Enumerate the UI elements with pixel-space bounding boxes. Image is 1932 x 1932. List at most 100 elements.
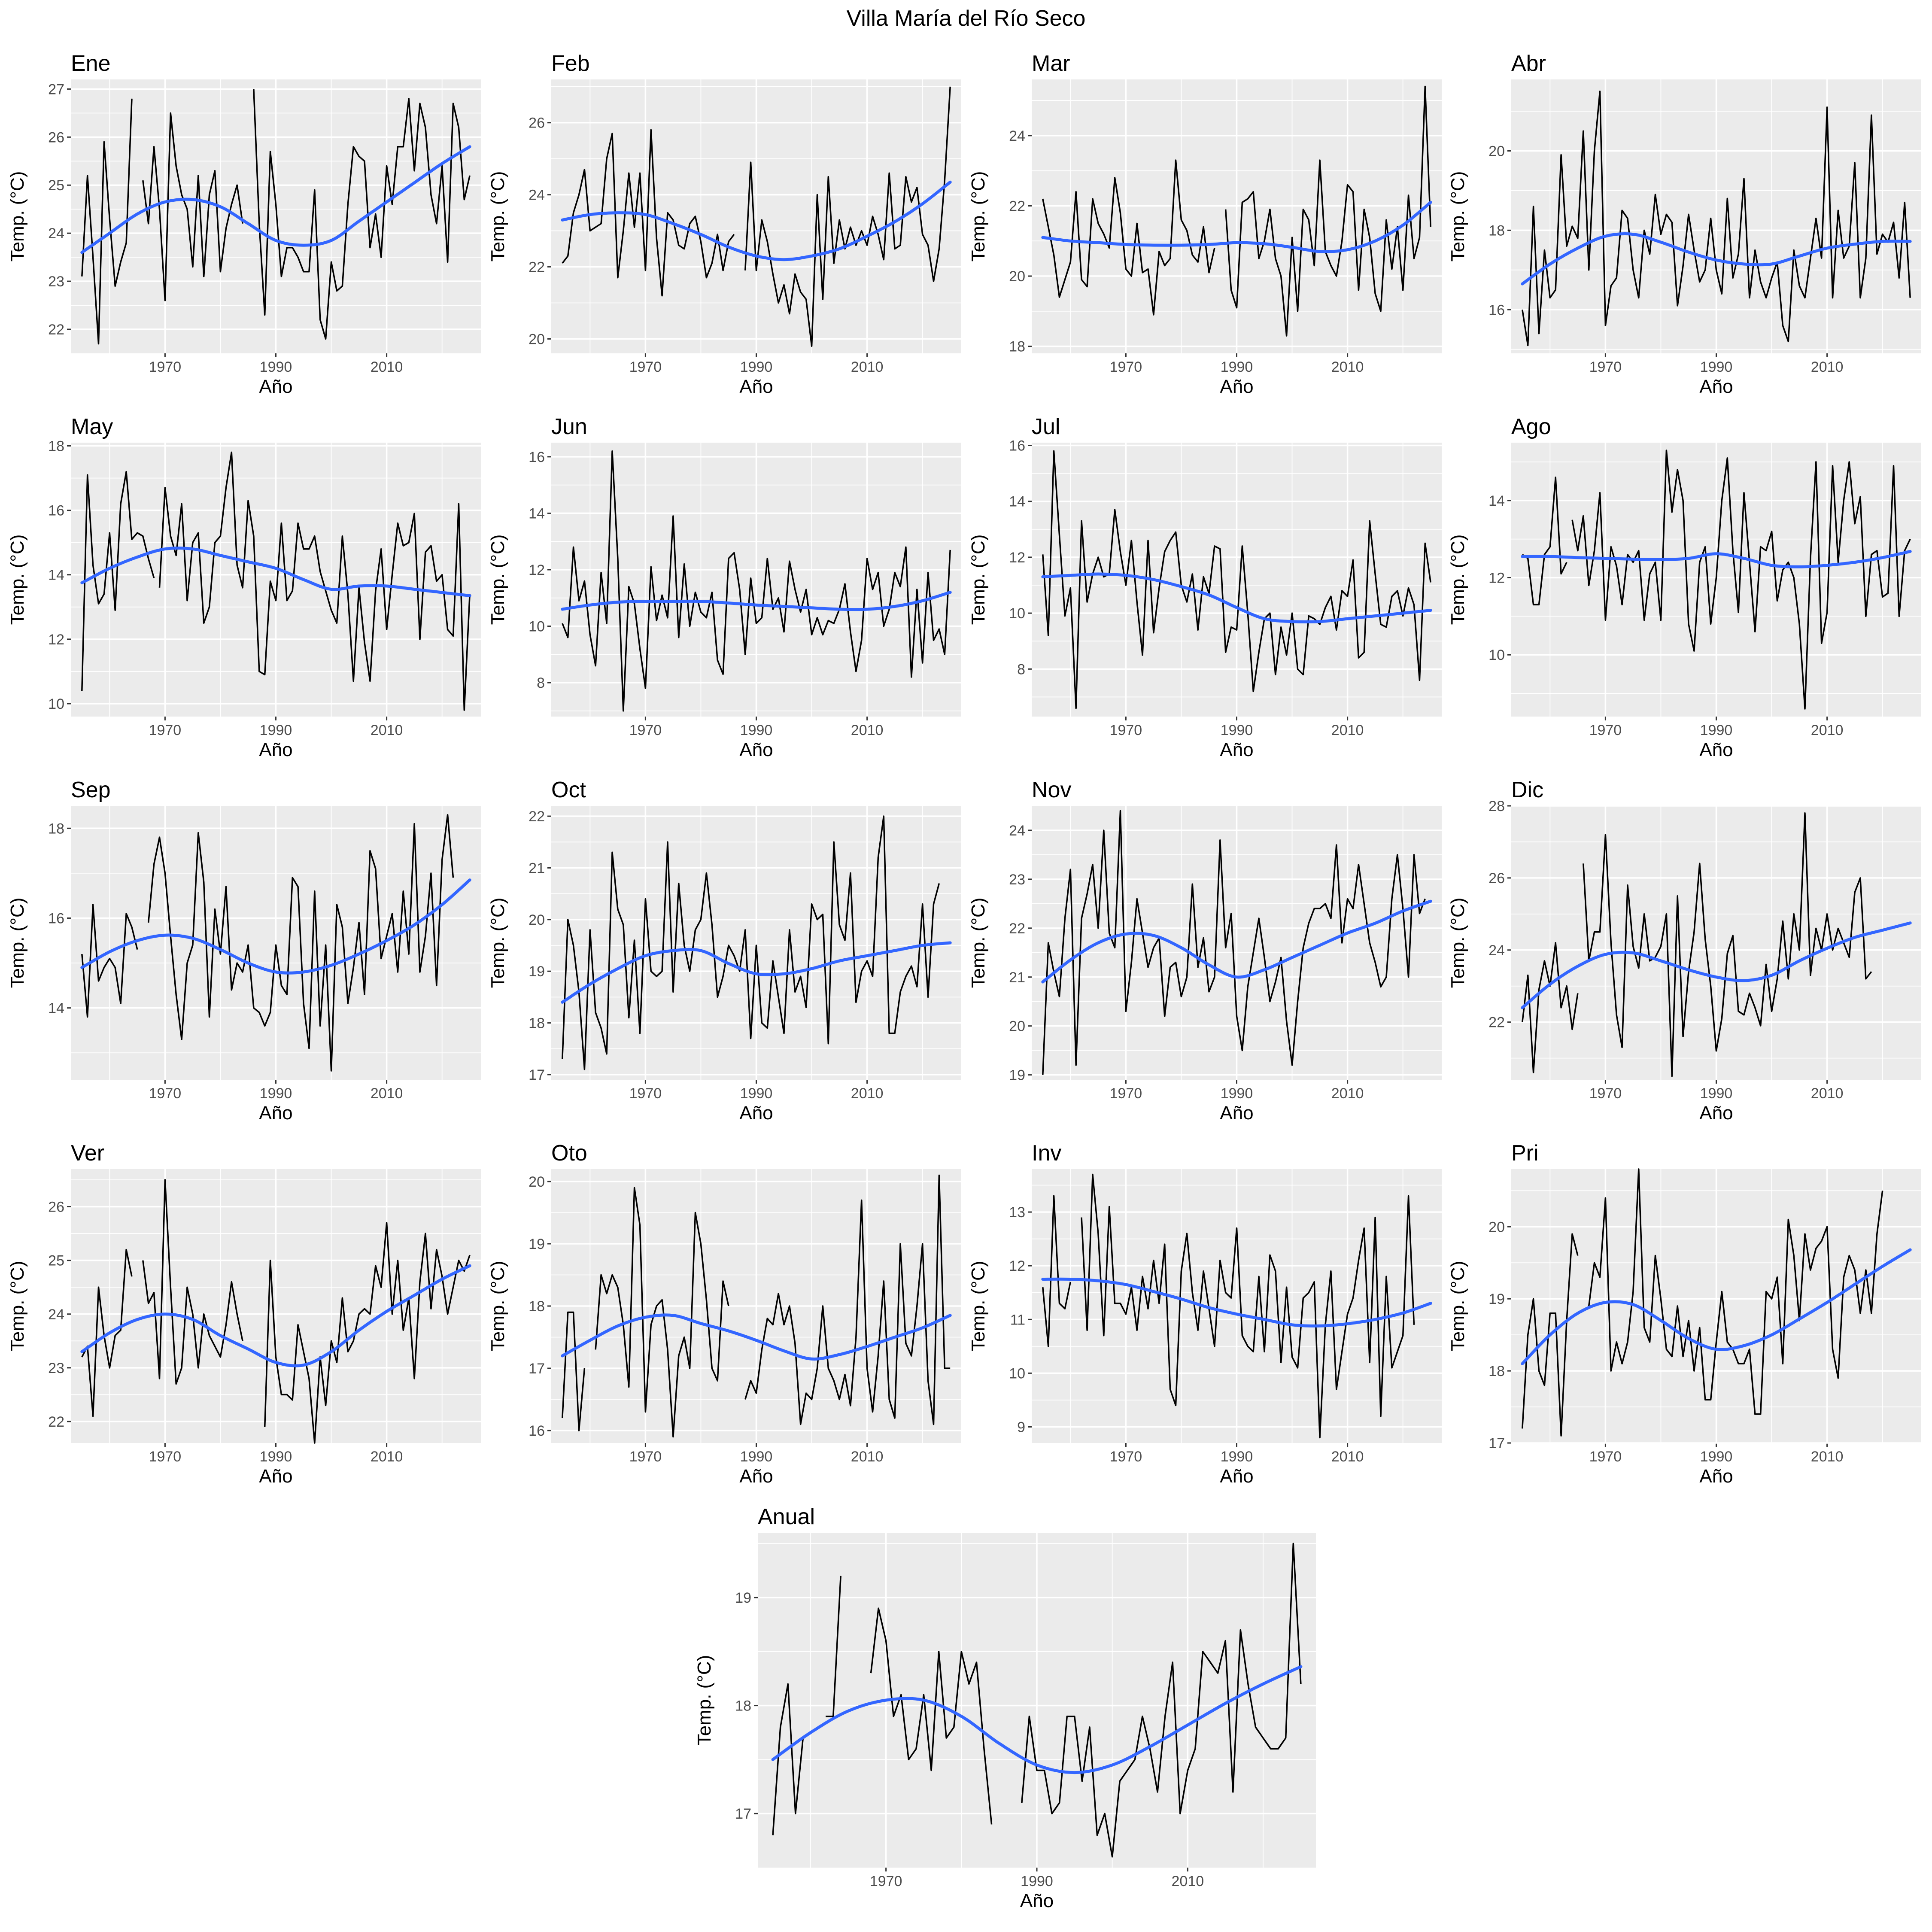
x-tick-label: 1970 bbox=[1110, 359, 1142, 375]
trend-smooth-line bbox=[771, 1665, 1303, 1774]
y-tick-label: 14 bbox=[529, 505, 545, 522]
y-tick-label: 20 bbox=[1488, 143, 1505, 159]
trend-smooth-line bbox=[1041, 899, 1432, 984]
y-tick-label: 16 bbox=[48, 910, 64, 927]
x-tick-label: 1970 bbox=[629, 359, 662, 375]
x-tick-label: 1990 bbox=[1700, 1085, 1733, 1102]
y-tick-label: 21 bbox=[529, 860, 545, 876]
observed-temperature-line bbox=[1588, 1168, 1883, 1415]
panel-title: Ver bbox=[71, 1141, 104, 1166]
panel-anual: 1970 1990 2010 17 18 19 Anual Año Temp. (°C) bbox=[694, 1504, 1316, 1911]
y-tick-label: 8 bbox=[537, 675, 545, 691]
y-tick-label: 26 bbox=[1488, 870, 1505, 887]
x-tick-label: 1990 bbox=[260, 1449, 292, 1465]
observed-temperature-line bbox=[1042, 1195, 1072, 1347]
trend-smooth-line bbox=[1521, 232, 1912, 286]
y-axis-title: Temp. (°C) bbox=[694, 1655, 715, 1746]
observed-temperature-line bbox=[595, 1187, 729, 1438]
x-tick-label: 2010 bbox=[851, 1085, 884, 1102]
panel-oto: 1970 1990 2010 16 17 18 19 20 Oto Año Temp. (°C) bbox=[487, 1141, 961, 1487]
x-axis-title: Año bbox=[1220, 1103, 1253, 1124]
x-tick-label: 1970 bbox=[1589, 722, 1622, 738]
x-axis-title: Año bbox=[259, 1103, 292, 1124]
trend-smooth-line bbox=[561, 1313, 952, 1361]
panel-title: Jul bbox=[1032, 414, 1060, 439]
x-tick-label: 1990 bbox=[740, 722, 773, 738]
panel-mar: 1970 1990 2010 18 20 22 24 Mar Año Temp. (°C) bbox=[968, 51, 1442, 397]
y-tick-label: 18 bbox=[735, 1698, 751, 1714]
y-tick-label: 24 bbox=[529, 187, 545, 204]
y-tick-label: 16 bbox=[529, 449, 545, 465]
panel-feb: 1970 1990 2010 20 22 24 26 Feb Año Temp. (°C) bbox=[487, 51, 961, 397]
y-tick-label: 17 bbox=[735, 1806, 751, 1822]
observed-temperature-line bbox=[1021, 1543, 1302, 1858]
x-tick-label: 1970 bbox=[149, 1449, 182, 1465]
x-axis-title: Año bbox=[739, 739, 773, 760]
y-axis-title: Temp. (°C) bbox=[1447, 171, 1468, 262]
observed-temperature-line bbox=[562, 815, 940, 1070]
panel-title: Anual bbox=[758, 1504, 815, 1529]
y-tick-label: 24 bbox=[1009, 128, 1025, 144]
x-tick-label: 1990 bbox=[1700, 1449, 1733, 1465]
y-tick-label: 17 bbox=[529, 1361, 545, 1377]
x-tick-label: 1970 bbox=[870, 1873, 902, 1889]
observed-temperature-line bbox=[826, 1576, 841, 1717]
y-tick-label: 18 bbox=[1488, 222, 1505, 239]
y-tick-label: 18 bbox=[529, 1298, 545, 1315]
panel-sep: 1970 1990 2010 14 16 18 Sep Año Temp. (°C) bbox=[7, 778, 481, 1124]
x-tick-label: 1990 bbox=[1221, 1085, 1253, 1102]
x-tick-label: 1970 bbox=[1110, 1449, 1142, 1465]
trend-smooth-line bbox=[80, 547, 471, 597]
x-tick-label: 1970 bbox=[149, 722, 182, 738]
trend-smooth-line bbox=[1521, 921, 1912, 1009]
y-tick-label: 18 bbox=[1488, 1363, 1505, 1379]
x-tick-label: 1970 bbox=[149, 359, 182, 375]
y-tick-label: 14 bbox=[48, 1000, 64, 1017]
x-axis-title: Año bbox=[259, 376, 292, 397]
x-tick-label: 2010 bbox=[1811, 1085, 1844, 1102]
panel-abr: 1970 1990 2010 16 18 20 Abr Año Temp. (°C) bbox=[1447, 51, 1921, 397]
y-tick-label: 14 bbox=[1488, 493, 1505, 509]
y-tick-label: 22 bbox=[48, 322, 64, 338]
x-tick-label: 2010 bbox=[1331, 1085, 1364, 1102]
y-tick-label: 16 bbox=[1488, 302, 1505, 318]
x-tick-label: 1990 bbox=[260, 1085, 292, 1102]
x-axis-title: Año bbox=[259, 739, 292, 760]
y-tick-label: 20 bbox=[1488, 1219, 1505, 1235]
observed-temperature-line bbox=[1571, 450, 1911, 710]
y-tick-label: 27 bbox=[48, 81, 64, 97]
panel-title: May bbox=[71, 414, 113, 439]
y-tick-label: 28 bbox=[1488, 798, 1505, 814]
y-tick-label: 14 bbox=[48, 567, 64, 583]
panel-title: Oto bbox=[551, 1141, 587, 1166]
trend-smooth-line bbox=[1041, 572, 1432, 623]
x-axis-title: Año bbox=[1699, 376, 1733, 397]
trend-smooth-line bbox=[80, 1264, 471, 1367]
y-tick-label: 20 bbox=[1009, 268, 1025, 285]
y-axis-title: Temp. (°C) bbox=[7, 1261, 28, 1352]
y-tick-label: 20 bbox=[529, 1174, 545, 1190]
x-tick-label: 1990 bbox=[1700, 359, 1733, 375]
observed-temperature-line bbox=[142, 1179, 243, 1385]
y-tick-label: 23 bbox=[1009, 872, 1025, 888]
trend-smooth-line bbox=[80, 145, 471, 254]
y-axis-title: Temp. (°C) bbox=[7, 171, 28, 262]
x-tick-label: 2010 bbox=[1811, 1449, 1844, 1465]
x-tick-label: 2010 bbox=[1331, 359, 1364, 375]
observed-temperature-line bbox=[744, 86, 951, 347]
x-axis-title: Año bbox=[739, 376, 773, 397]
x-tick-label: 1990 bbox=[260, 722, 292, 738]
y-tick-label: 26 bbox=[48, 1199, 64, 1215]
observed-temperature-line bbox=[81, 471, 155, 691]
observed-temperature-line bbox=[1522, 477, 1567, 606]
panel-ver: 1970 1990 2010 22 23 24 25 26 Ver Año Temp. (°C) bbox=[7, 1141, 481, 1487]
x-tick-label: 1990 bbox=[1221, 359, 1253, 375]
y-tick-label: 18 bbox=[529, 1015, 545, 1032]
y-tick-label: 17 bbox=[1488, 1435, 1505, 1452]
x-axis-title: Año bbox=[1699, 1103, 1733, 1124]
x-tick-label: 1970 bbox=[1589, 359, 1622, 375]
x-tick-label: 2010 bbox=[1331, 1449, 1364, 1465]
observed-temperature-line bbox=[81, 904, 138, 1018]
